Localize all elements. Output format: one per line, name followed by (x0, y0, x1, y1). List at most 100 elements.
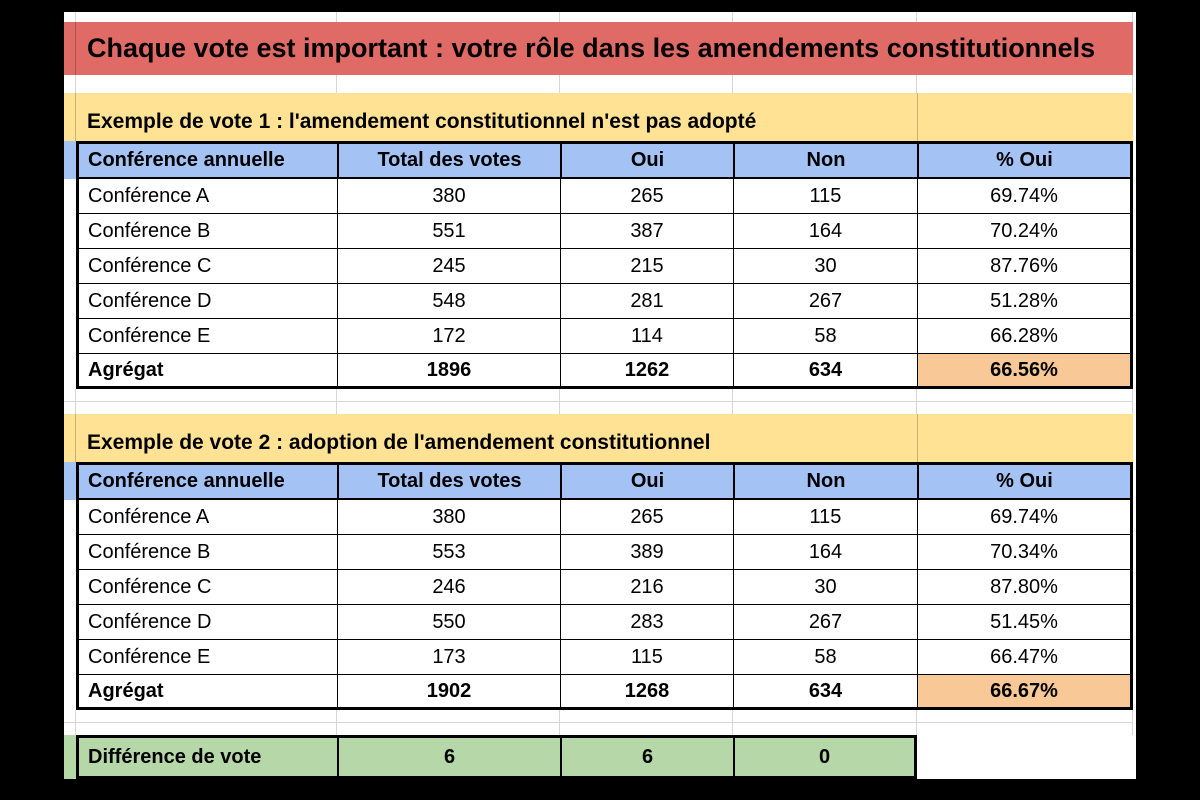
column-header-non[interactable]: Non (733, 462, 917, 500)
grid-cell (733, 710, 917, 723)
pct-oui-cell[interactable]: 51.28% (917, 284, 1133, 319)
pct-oui-cell[interactable]: 69.74% (917, 179, 1133, 214)
aggregate-non-cell[interactable]: 634 (733, 675, 917, 710)
non-cell[interactable]: 164 (733, 535, 917, 570)
total-votes-cell[interactable]: 553 (337, 535, 560, 570)
aggregate-total-cell[interactable]: 1902 (337, 675, 560, 710)
column-header-total-votes[interactable]: Total des votes (337, 141, 560, 179)
non-cell[interactable]: 30 (733, 249, 917, 284)
grid-cell (1133, 675, 1136, 710)
oui-cell[interactable]: 115 (560, 640, 733, 675)
oui-cell[interactable]: 387 (560, 214, 733, 249)
non-cell[interactable]: 267 (733, 605, 917, 640)
column-header-pct-oui[interactable]: % Oui (917, 462, 1133, 500)
page-title[interactable]: Chaque vote est important : votre rôle d… (76, 22, 1133, 75)
aggregate-pct-cell[interactable]: 66.67% (917, 675, 1133, 710)
pct-oui-cell[interactable]: 87.76% (917, 249, 1133, 284)
non-cell[interactable]: 58 (733, 640, 917, 675)
pct-oui-cell[interactable]: 70.34% (917, 535, 1133, 570)
total-votes-cell[interactable]: 380 (337, 500, 560, 535)
oui-cell[interactable]: 283 (560, 605, 733, 640)
grid-cell (76, 389, 337, 402)
pct-oui-cell[interactable]: 51.45% (917, 605, 1133, 640)
row-label-cell[interactable]: Conférence D (76, 284, 337, 319)
grid-cell (733, 723, 917, 735)
row-label-cell[interactable]: Conférence B (76, 214, 337, 249)
column-header-conference[interactable]: Conférence annuelle (76, 462, 337, 500)
section-1-tail-cell (917, 93, 1133, 141)
aggregate-oui-cell[interactable]: 1268 (560, 675, 733, 710)
total-votes-cell[interactable]: 551 (337, 214, 560, 249)
column-header-oui[interactable]: Oui (560, 141, 733, 179)
grid-cell (560, 710, 733, 723)
difference-total-cell[interactable]: 6 (337, 735, 560, 779)
top-partial-row (64, 12, 1136, 22)
row-label-cell[interactable]: Conférence B (76, 535, 337, 570)
non-cell[interactable]: 115 (733, 500, 917, 535)
grid-cell (64, 12, 76, 22)
table-row: Conférence C 245 215 30 87.76% (64, 249, 1136, 284)
difference-tail-cell (917, 735, 1133, 779)
oui-cell[interactable]: 114 (560, 319, 733, 354)
aggregate-oui-cell[interactable]: 1262 (560, 354, 733, 389)
total-votes-cell[interactable]: 245 (337, 249, 560, 284)
total-votes-cell[interactable]: 550 (337, 605, 560, 640)
non-cell[interactable]: 30 (733, 570, 917, 605)
pct-oui-cell[interactable]: 70.24% (917, 214, 1133, 249)
section-1-title[interactable]: Exemple de vote 1 : l'amendement constit… (76, 93, 917, 141)
sliver-cell (64, 500, 76, 535)
non-cell[interactable]: 164 (733, 214, 917, 249)
column-header-pct-oui[interactable]: % Oui (917, 141, 1133, 179)
total-votes-cell[interactable]: 246 (337, 570, 560, 605)
sliver-cell (64, 284, 76, 319)
total-votes-cell[interactable]: 548 (337, 284, 560, 319)
row-label-cell[interactable]: Conférence C (76, 249, 337, 284)
oui-cell[interactable]: 265 (560, 179, 733, 214)
total-votes-cell[interactable]: 173 (337, 640, 560, 675)
row-label-cell[interactable]: Conférence A (76, 500, 337, 535)
aggregate-total-cell[interactable]: 1896 (337, 354, 560, 389)
total-votes-cell[interactable]: 380 (337, 179, 560, 214)
sliver-cell (64, 675, 76, 710)
pct-oui-cell[interactable]: 66.28% (917, 319, 1133, 354)
aggregate-pct-cell[interactable]: 66.56% (917, 354, 1133, 389)
column-header-total-votes[interactable]: Total des votes (337, 462, 560, 500)
section-2-title[interactable]: Exemple de vote 2 : adoption de l'amende… (76, 414, 917, 462)
sliver-cell (64, 570, 76, 605)
grid-cell (917, 710, 1133, 723)
non-cell[interactable]: 58 (733, 319, 917, 354)
sliver-cell (64, 640, 76, 675)
difference-label-cell[interactable]: Différence de vote (76, 735, 337, 779)
grid-cell (733, 12, 917, 22)
aggregate-label-cell[interactable]: Agrégat (76, 675, 337, 710)
aggregate-non-cell[interactable]: 634 (733, 354, 917, 389)
row-label-cell[interactable]: Conférence E (76, 319, 337, 354)
row-label-cell[interactable]: Conférence E (76, 640, 337, 675)
pct-oui-cell[interactable]: 69.74% (917, 500, 1133, 535)
row-label-cell[interactable]: Conférence D (76, 605, 337, 640)
non-cell[interactable]: 115 (733, 179, 917, 214)
column-header-conference[interactable]: Conférence annuelle (76, 141, 337, 179)
non-cell[interactable]: 267 (733, 284, 917, 319)
oui-cell[interactable]: 265 (560, 500, 733, 535)
aggregate-label-cell[interactable]: Agrégat (76, 354, 337, 389)
grid-cell (64, 389, 76, 402)
oui-cell[interactable]: 281 (560, 284, 733, 319)
total-votes-cell[interactable]: 172 (337, 319, 560, 354)
spreadsheet-area: Chaque vote est important : votre rôle d… (64, 12, 1136, 779)
row-label-cell[interactable]: Conférence C (76, 570, 337, 605)
oui-cell[interactable]: 389 (560, 535, 733, 570)
pct-oui-cell[interactable]: 66.47% (917, 640, 1133, 675)
oui-cell[interactable]: 215 (560, 249, 733, 284)
column-header-oui[interactable]: Oui (560, 462, 733, 500)
difference-non-cell[interactable]: 0 (733, 735, 917, 779)
oui-cell[interactable]: 216 (560, 570, 733, 605)
column-header-non[interactable]: Non (733, 141, 917, 179)
table-2-header-row: Conférence annuelle Total des votes Oui … (64, 462, 1136, 500)
grid-cell (1133, 462, 1136, 500)
pct-oui-cell[interactable]: 87.80% (917, 570, 1133, 605)
row-label-cell[interactable]: Conférence A (76, 179, 337, 214)
grid-cell (337, 75, 560, 93)
sliver-cell (64, 22, 76, 75)
difference-oui-cell[interactable]: 6 (560, 735, 733, 779)
